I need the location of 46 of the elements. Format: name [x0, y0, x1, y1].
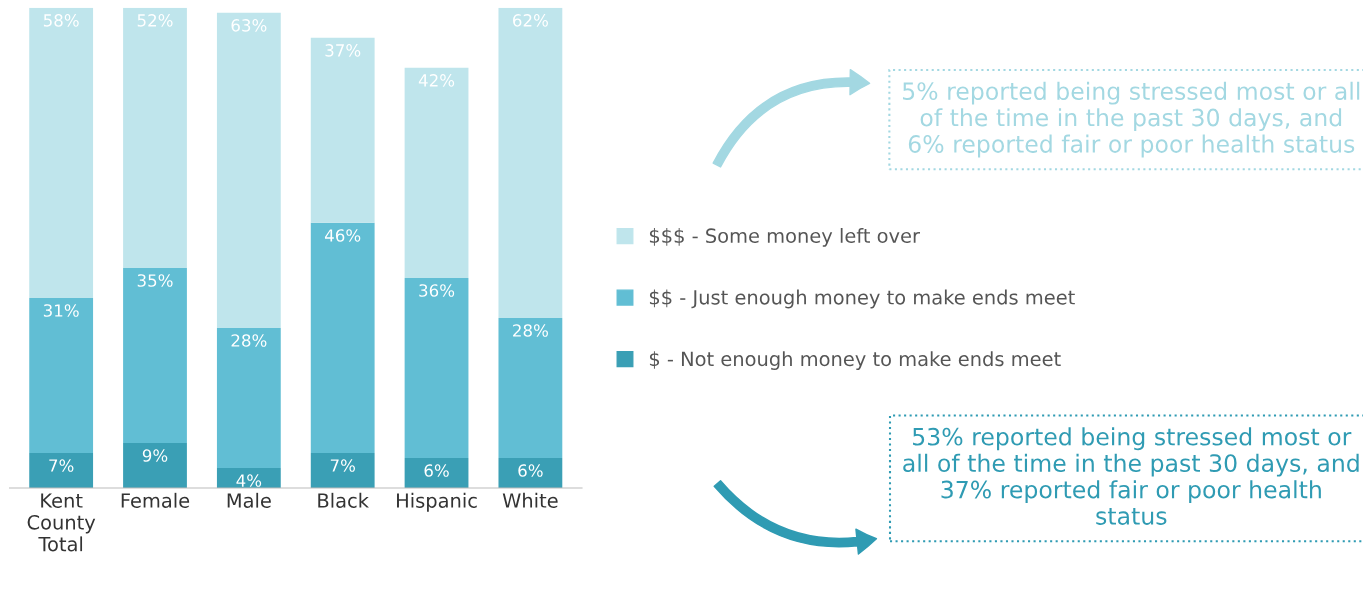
- bar: [29, 452, 94, 488]
- bar: [404, 67, 469, 278]
- x-tick-label: Black: [318, 492, 369, 508]
- x-tick-label: Hispanic: [397, 492, 477, 512]
- x-tick-label: Kent County Total: [27, 493, 96, 552]
- data-label: 7%: [330, 459, 355, 472]
- data-label: 6%: [518, 464, 543, 477]
- bar: [498, 317, 563, 458]
- bar: [404, 457, 469, 488]
- data-label: 63%: [231, 19, 267, 32]
- bar: [498, 7, 563, 318]
- data-label: 37%: [325, 44, 361, 57]
- text: 53% reported being stressed most or all of the time in the past 30 days, and 37% reported fair or poor health status: [903, 427, 1359, 525]
- data-label: 28%: [231, 334, 267, 347]
- bar: [216, 327, 281, 468]
- legend-label: $$$ - Some money left over: [649, 227, 920, 247]
- data-label: 58%: [43, 14, 79, 27]
- bar: [498, 457, 563, 488]
- x-tick-label: Male: [227, 492, 271, 508]
- data-label: 4%: [236, 474, 262, 487]
- bar: [123, 442, 187, 488]
- data-label: 52%: [137, 14, 173, 27]
- legend-label: $$ - Just enough money to make ends meet: [649, 289, 1075, 309]
- bar: [123, 7, 187, 268]
- bar: [310, 222, 375, 453]
- legend-label: $ - Not enough money to make ends meet: [649, 351, 1061, 371]
- x-tick-label: Female: [121, 492, 190, 508]
- bar: [29, 7, 94, 298]
- data-label: 7%: [49, 459, 74, 472]
- data-label: 31%: [43, 304, 79, 317]
- bar: [29, 297, 94, 453]
- data-label: 36%: [419, 284, 455, 297]
- data-label: 42%: [418, 74, 455, 87]
- bar: [310, 452, 375, 488]
- data-label: 6%: [424, 464, 449, 477]
- bar: [404, 277, 469, 458]
- text: 5% reported being stressed most or all of the time in the past 30 days, and 6% reported fair or poor health status: [902, 81, 1360, 158]
- data-label: 9%: [142, 449, 168, 462]
- data-label: 28%: [513, 324, 548, 337]
- x-tick-label: White: [502, 492, 558, 508]
- bar: [216, 12, 281, 328]
- bar: [310, 37, 375, 223]
- data-label: 35%: [137, 274, 173, 287]
- data-label: 62%: [513, 14, 548, 27]
- bar: [123, 267, 187, 443]
- data-label: 46%: [324, 229, 361, 242]
